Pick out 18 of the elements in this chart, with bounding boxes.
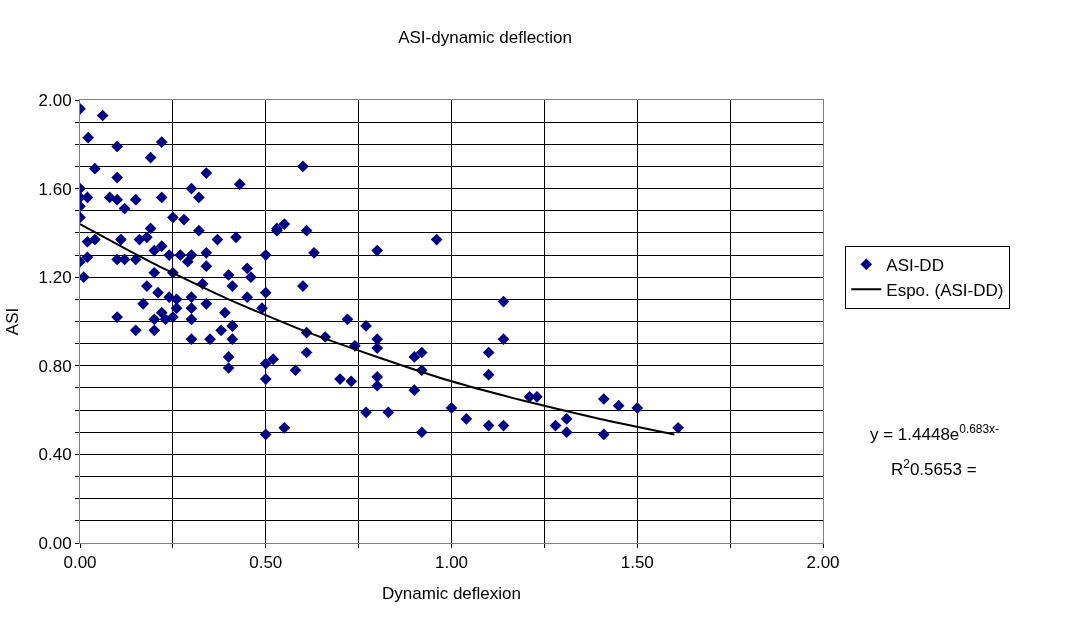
y-tick-label: 0.80 [38,356,72,376]
x-tick-label: 1.50 [620,553,654,573]
x-tick-label: 0.00 [63,553,97,573]
legend-label: ASI-DD [886,255,944,275]
y-tick-label: 1.20 [38,268,72,288]
text: y = 1.4448e$^{0.683x-}$ [870,422,1000,445]
y-axis-title: ASI [3,307,23,336]
y-tick-label: 0.00 [38,533,72,553]
y-tick-label: 1.60 [38,179,72,199]
x-tick-label: 0.50 [249,553,283,573]
x-tick-label: 2.00 [806,553,840,573]
text: R$^{2}$0.5653 = [891,457,977,480]
y-tick-label: 0.40 [38,445,72,465]
legend-label: Espo. (ASI-DD) [886,280,1004,300]
y-tick-label: 2.00 [38,90,72,110]
x-axis-title: Dynamic deflexion [382,583,521,603]
chart-title: ASI-dynamic deflection [398,27,573,47]
x-tick-label: 1.00 [434,553,469,573]
